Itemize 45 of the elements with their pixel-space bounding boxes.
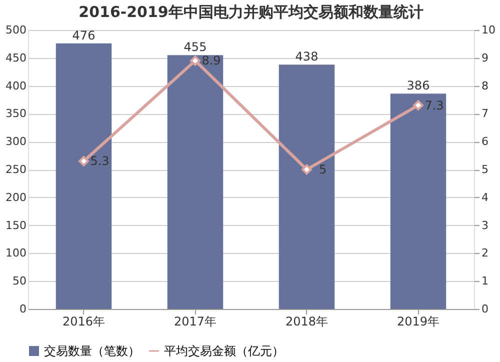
y2-tick-label: 2 [482, 246, 488, 260]
y-tick-label: 200 [6, 190, 26, 204]
bar [167, 55, 224, 309]
legend-label: 交易数量（笔数） [44, 344, 140, 358]
y-tick-label: 300 [6, 135, 26, 148]
y-tick-label: 0 [20, 302, 26, 316]
data-label: 5 [318, 162, 327, 176]
y-tick-label: 450 [6, 51, 26, 64]
y2-tick-label: 0 [482, 302, 488, 316]
bar [56, 43, 112, 309]
y-tick-label: 150 [6, 218, 26, 232]
y2-tick-label: 1 [482, 274, 488, 288]
data-label: 7.3 [424, 98, 444, 112]
data-label: 386 [406, 78, 430, 93]
y-tick-label: 500 [6, 24, 26, 36]
data-label: 476 [72, 28, 96, 42]
x-tick-label: 2018年 [285, 314, 328, 328]
point [302, 164, 312, 175]
x-tick-label: 2019年 [396, 314, 440, 328]
y-tick-label: 50 [12, 274, 26, 288]
bar [278, 64, 335, 309]
y-tick-label: 400 [6, 79, 26, 92]
y2-tick-label: 6 [482, 135, 488, 148]
chart-title: 2016-2019年中国电力并购平均交易额和数量统计 [78, 3, 424, 21]
x-tick-label: 2016年 [62, 314, 106, 328]
data-label: 8.9 [202, 54, 221, 68]
bar [390, 94, 446, 309]
y-tick-label: 250 [6, 163, 26, 176]
point [190, 56, 200, 66]
y2-tick-label: 7 [482, 107, 488, 120]
data-label: 5.3 [90, 154, 110, 168]
data-label: 438 [295, 50, 318, 64]
point [78, 156, 89, 166]
y-tick-label: 100 [6, 246, 26, 260]
y2-tick-label: 10 [482, 24, 496, 36]
data-label: 455 [184, 40, 207, 54]
y-tick-label: 350 [6, 107, 26, 120]
y2-tick-label: 3 [482, 218, 488, 232]
y2-tick-label: 9 [482, 51, 488, 64]
legend-label: 平均交易金额（亿元） [164, 344, 284, 358]
y2-tick-label: 8 [482, 79, 488, 92]
x-tick-label: 2017年 [174, 314, 217, 328]
y2-tick-label: 4 [482, 190, 488, 204]
point [413, 100, 424, 111]
y2-tick-label: 5 [482, 163, 488, 176]
